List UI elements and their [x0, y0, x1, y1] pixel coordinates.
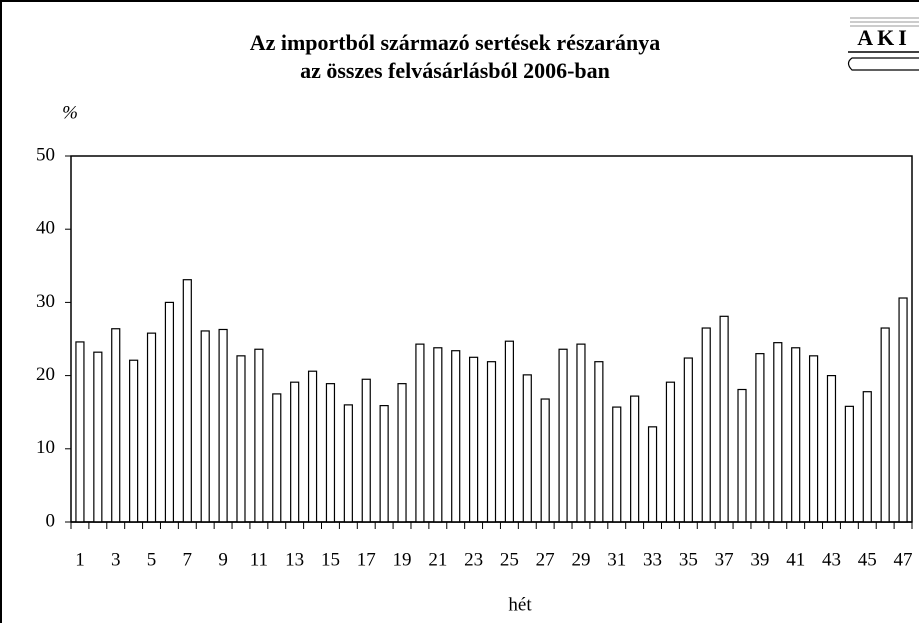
bar [254, 348, 264, 523]
bar [719, 315, 729, 523]
y-tick-label: 10 [36, 437, 55, 458]
bar [755, 353, 765, 523]
y-tick-label: 40 [36, 218, 55, 239]
bar [361, 378, 371, 523]
bar [307, 370, 318, 523]
bar [272, 393, 282, 523]
bar [75, 341, 85, 523]
bar [504, 340, 514, 523]
y-tick-label: 50 [36, 144, 55, 165]
bar [862, 391, 872, 523]
x-tick-label: 19 [393, 549, 412, 570]
bar [576, 343, 586, 523]
bar [898, 297, 908, 523]
x-tick-label: 11 [250, 549, 268, 570]
bar [218, 328, 228, 523]
bar [683, 357, 693, 523]
bar [433, 347, 443, 523]
x-tick-label: 1 [75, 549, 85, 570]
x-tick-label: 5 [147, 549, 157, 570]
x-tick-label: 37 [715, 549, 734, 570]
bar [200, 330, 210, 523]
bar [522, 374, 532, 523]
y-tick-label: 0 [46, 510, 56, 531]
bar [540, 398, 550, 523]
x-tick-label: 39 [750, 549, 769, 570]
y-tick-label: 20 [36, 364, 55, 385]
bar [236, 355, 246, 523]
bar [773, 342, 783, 523]
x-tick-label: 21 [428, 549, 447, 570]
x-tick-label: 23 [464, 549, 483, 570]
bar [594, 361, 604, 523]
x-tick-label: 27 [536, 549, 555, 570]
logo-text: AKI [857, 25, 911, 50]
bar [111, 328, 121, 523]
bar [665, 381, 676, 523]
bar [93, 351, 103, 523]
x-tick-label: 15 [321, 549, 340, 570]
x-tick-label: 31 [607, 549, 626, 570]
bar [164, 301, 175, 523]
bar [469, 356, 479, 523]
bar [343, 404, 353, 523]
logo: AKI [847, 17, 919, 71]
bar [379, 405, 389, 523]
bar [182, 279, 192, 523]
bar [647, 426, 658, 523]
bar [486, 361, 497, 523]
bar [701, 327, 711, 523]
x-tick-label: 17 [357, 549, 376, 570]
x-tick-label: 9 [218, 549, 228, 570]
bar [451, 350, 461, 523]
bar [558, 348, 568, 523]
bar [397, 383, 407, 523]
x-tick-label: 47 [894, 549, 913, 570]
x-tick-label: 35 [679, 549, 698, 570]
x-tick-label: 45 [858, 549, 877, 570]
x-tick-label: 7 [183, 549, 193, 570]
y-axis-label: % [62, 102, 78, 123]
bar [826, 375, 837, 523]
x-tick-label: 29 [571, 549, 590, 570]
bar [129, 359, 139, 523]
bar [325, 383, 336, 523]
x-tick-label: 25 [500, 549, 519, 570]
chart-subtitle: az összes felvásárlásból 2006-ban [300, 58, 610, 83]
bar [808, 355, 819, 523]
bar [290, 381, 300, 523]
bar [612, 406, 622, 523]
x-tick-label: 13 [285, 549, 304, 570]
x-axis-label: hét [508, 594, 532, 615]
bar [630, 395, 640, 523]
bar [146, 332, 157, 523]
bar [844, 405, 854, 523]
x-tick-label: 3 [111, 549, 121, 570]
x-tick-label: 41 [786, 549, 805, 570]
bar [737, 388, 747, 523]
bar [791, 347, 801, 523]
x-tick-label: 33 [643, 549, 662, 570]
y-tick-label: 30 [36, 291, 55, 312]
chart-title: Az importból származó sertések részarány… [250, 30, 661, 55]
x-tick-label: 43 [822, 549, 841, 570]
bar [415, 343, 425, 523]
bar [880, 327, 890, 523]
